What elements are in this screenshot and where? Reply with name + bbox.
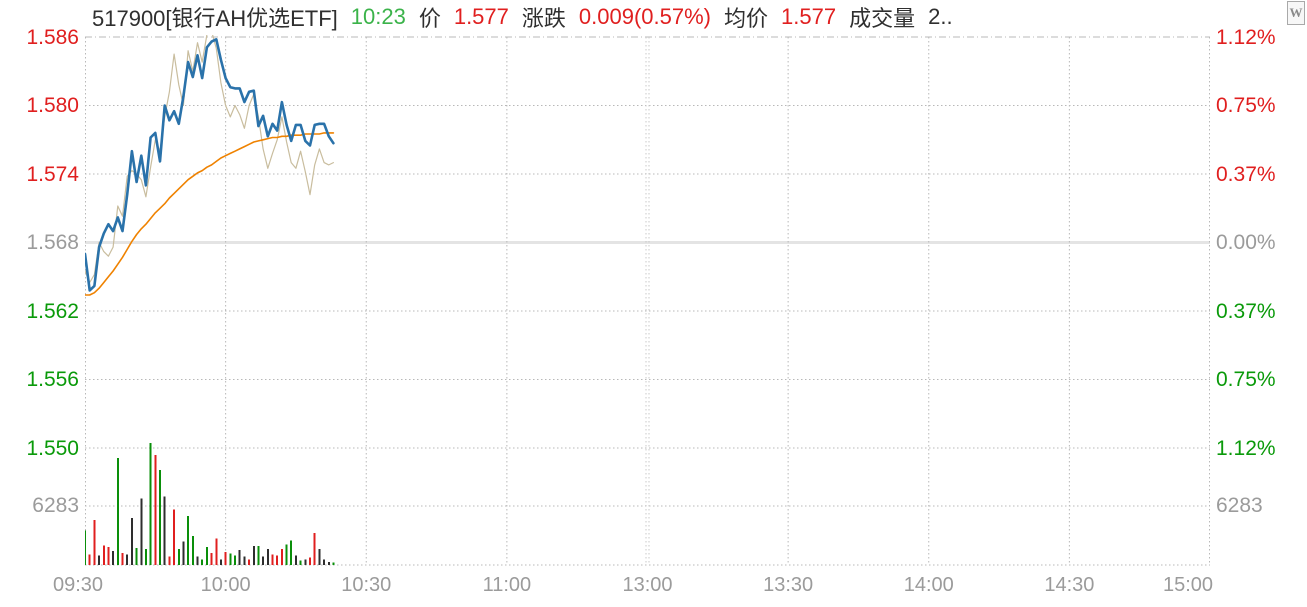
price-axis-label: 1.550 [26,437,79,460]
percent-axis-label: 6283 [1216,494,1263,517]
percent-axis-label: 0.37% [1216,300,1276,323]
percent-axis-label: 1.12% [1216,26,1276,49]
avg-price-label: 均价 [724,6,769,31]
price-axis-label: 1.580 [26,94,79,117]
time-axis-label: 13:30 [763,574,814,596]
time-axis-label: 15:00 [1162,574,1214,596]
intraday-chart-canvas [85,35,1210,566]
time-axis-label: 14:00 [903,574,954,596]
intraday-chart[interactable] [85,35,1210,566]
price-axis-label: 1.562 [26,300,79,323]
price-axis-label: 1.574 [26,163,79,186]
price-axis-label: 1.586 [26,26,79,49]
time-axis-label: 11:00 [482,574,532,596]
price-value: 1.577 [453,4,509,29]
price-label: 价 [418,6,441,31]
percent-axis-label: 1.12% [1216,437,1276,460]
volume-label: 成交量 [849,6,916,31]
change-label: 涨跌 [521,6,566,31]
change-value: 0.009(0.57%) [578,4,711,29]
time-axis-label: 14:30 [1044,574,1095,596]
price-axis-label: 6283 [32,494,79,517]
time-axis-label: 10:00 [200,574,251,596]
percent-axis-label: 0.00% [1216,231,1276,254]
symbol-title: 517900[银行AH优选ETF] [92,6,338,31]
avg-price-value: 1.577 [781,4,837,29]
percent-axis-right: 1.12% 0.75% 0.37% 0.00% 0.37% 0.75% 1.12% 6283 [1216,0,1307,607]
price-axis-label: 1.568 [26,231,79,254]
quote-header: 517900[银行AH优选ETF] 10:23 价 1.577 涨跌 0.009… [92,3,953,31]
percent-axis-label: 0.37% [1216,163,1276,186]
percent-axis-label: 0.75% [1216,94,1276,117]
time-axis-label: 09:30 [52,574,104,596]
time-axis-label: 10:30 [341,574,392,596]
price-axis-left: 1.586 1.580 1.574 1.568 1.562 1.556 1.550 6283 [0,0,79,607]
price-axis-label: 1.556 [26,368,79,391]
percent-axis-label: 0.75% [1216,368,1276,391]
time-axis-label: 13:00 [622,574,673,596]
quote-time: 10:23 [350,4,406,29]
volume-value: 2.. [928,4,953,29]
watermark-icon: W [1287,1,1305,25]
